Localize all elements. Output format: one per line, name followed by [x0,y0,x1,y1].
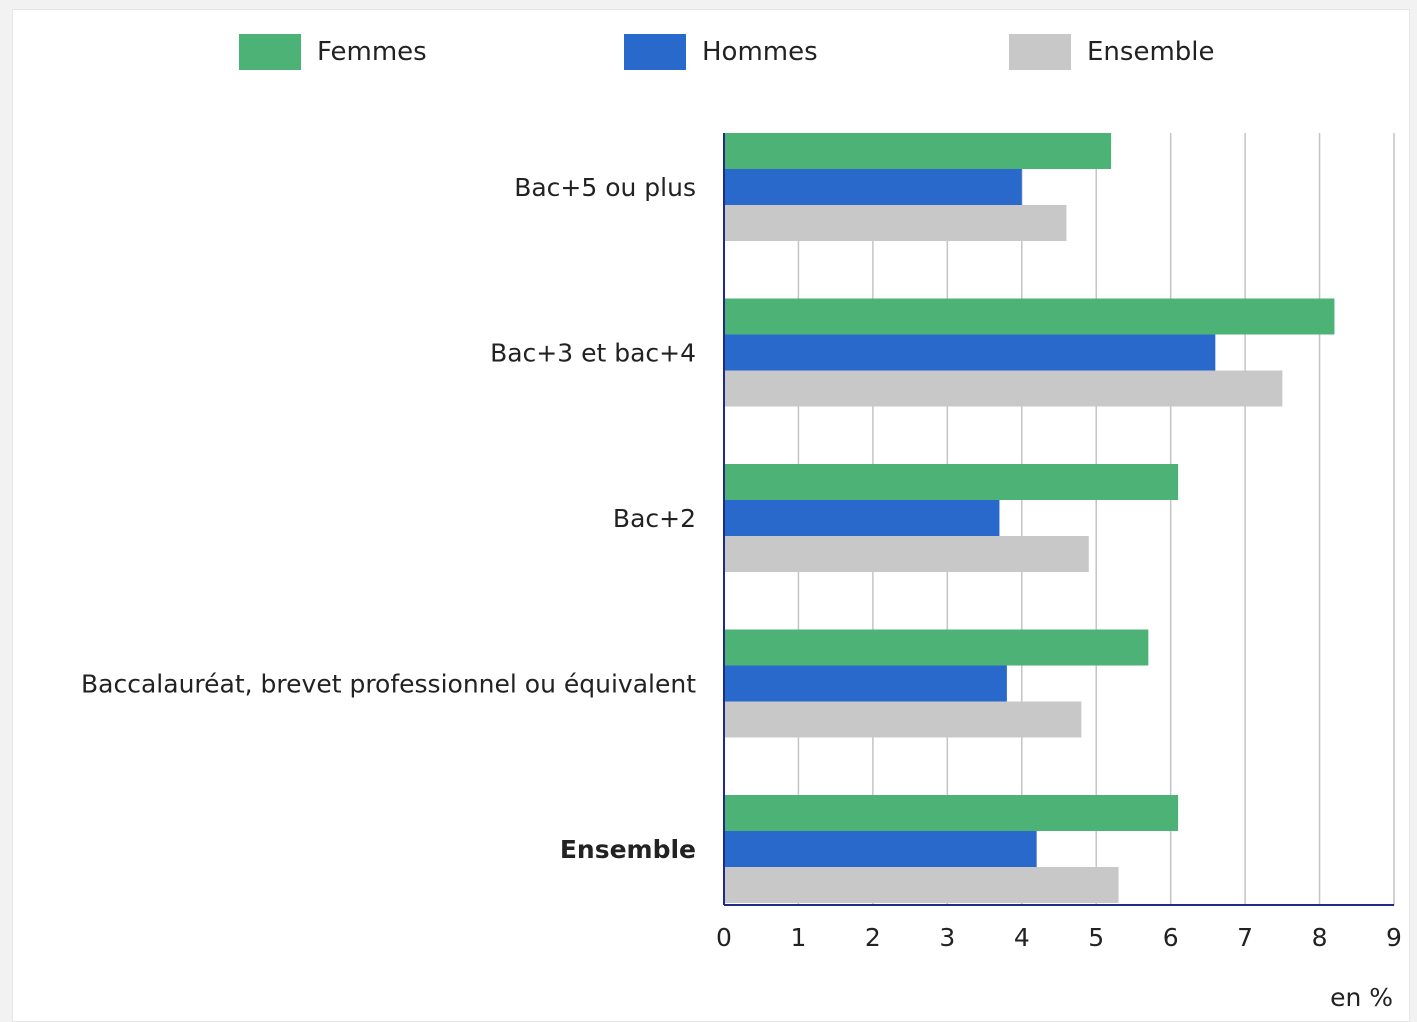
legend-label-femmes: Femmes [317,37,427,67]
bar-femmes-4 [724,795,1179,831]
legend-item-hommes: Hommes [624,34,818,70]
legend-label-hommes: Hommes [702,37,818,67]
legend-label-ensemble: Ensemble [1087,37,1215,67]
x-tick-label: 6 [1163,923,1179,952]
bar-hommes-4 [724,831,1037,867]
x-tick-label: 9 [1386,923,1402,952]
chart-card [12,9,1410,1022]
x-tick-label: 4 [1014,923,1030,952]
bar-hommes-0 [724,169,1022,205]
bar-femmes-0 [724,133,1112,169]
x-tick-label: 2 [865,923,881,952]
axes [723,133,1394,906]
category-label: Bac+5 ou plus [514,173,696,202]
x-tick-label: 1 [790,923,806,952]
legend-swatch-hommes [624,34,686,70]
bar-ensemble-0 [724,205,1067,241]
category-label: Ensemble [560,835,696,864]
x-tick-label: 7 [1237,923,1253,952]
bar-ensemble-4 [724,867,1119,903]
category-label: Bac+2 [613,504,696,533]
bars [724,133,1335,903]
x-tick-label: 0 [716,923,732,952]
bar-femmes-3 [724,629,1149,666]
legend-swatch-femmes [239,34,301,70]
x-axis-unit-label: en % [1330,983,1393,1012]
bar-ensemble-3 [724,701,1082,738]
legend-item-femmes: Femmes [239,34,427,70]
category-label: Baccalauréat, brevet professionnel ou éq… [81,670,696,699]
legend-item-ensemble: Ensemble [1009,34,1215,70]
x-tick-label: 5 [1088,923,1104,952]
category-labels: Bac+5 ou plus Bac+3 et bac+4 Bac+2 Baccalau… [81,173,696,864]
category-label: Bac+3 et bac+4 [490,339,696,368]
bar-hommes-1 [724,334,1216,371]
bar-ensemble-1 [724,370,1283,407]
tick-labels: 0 1 2 3 4 5 6 7 8 9 [716,923,1402,952]
legend-swatch-ensemble [1009,34,1071,70]
bar-femmes-1 [724,298,1335,335]
x-tick-label: 8 [1312,923,1328,952]
bar-femmes-2 [724,464,1179,500]
bar-hommes-3 [724,665,1007,702]
bar-hommes-2 [724,500,1000,536]
bar-ensemble-2 [724,536,1089,572]
x-tick-label: 3 [939,923,955,952]
